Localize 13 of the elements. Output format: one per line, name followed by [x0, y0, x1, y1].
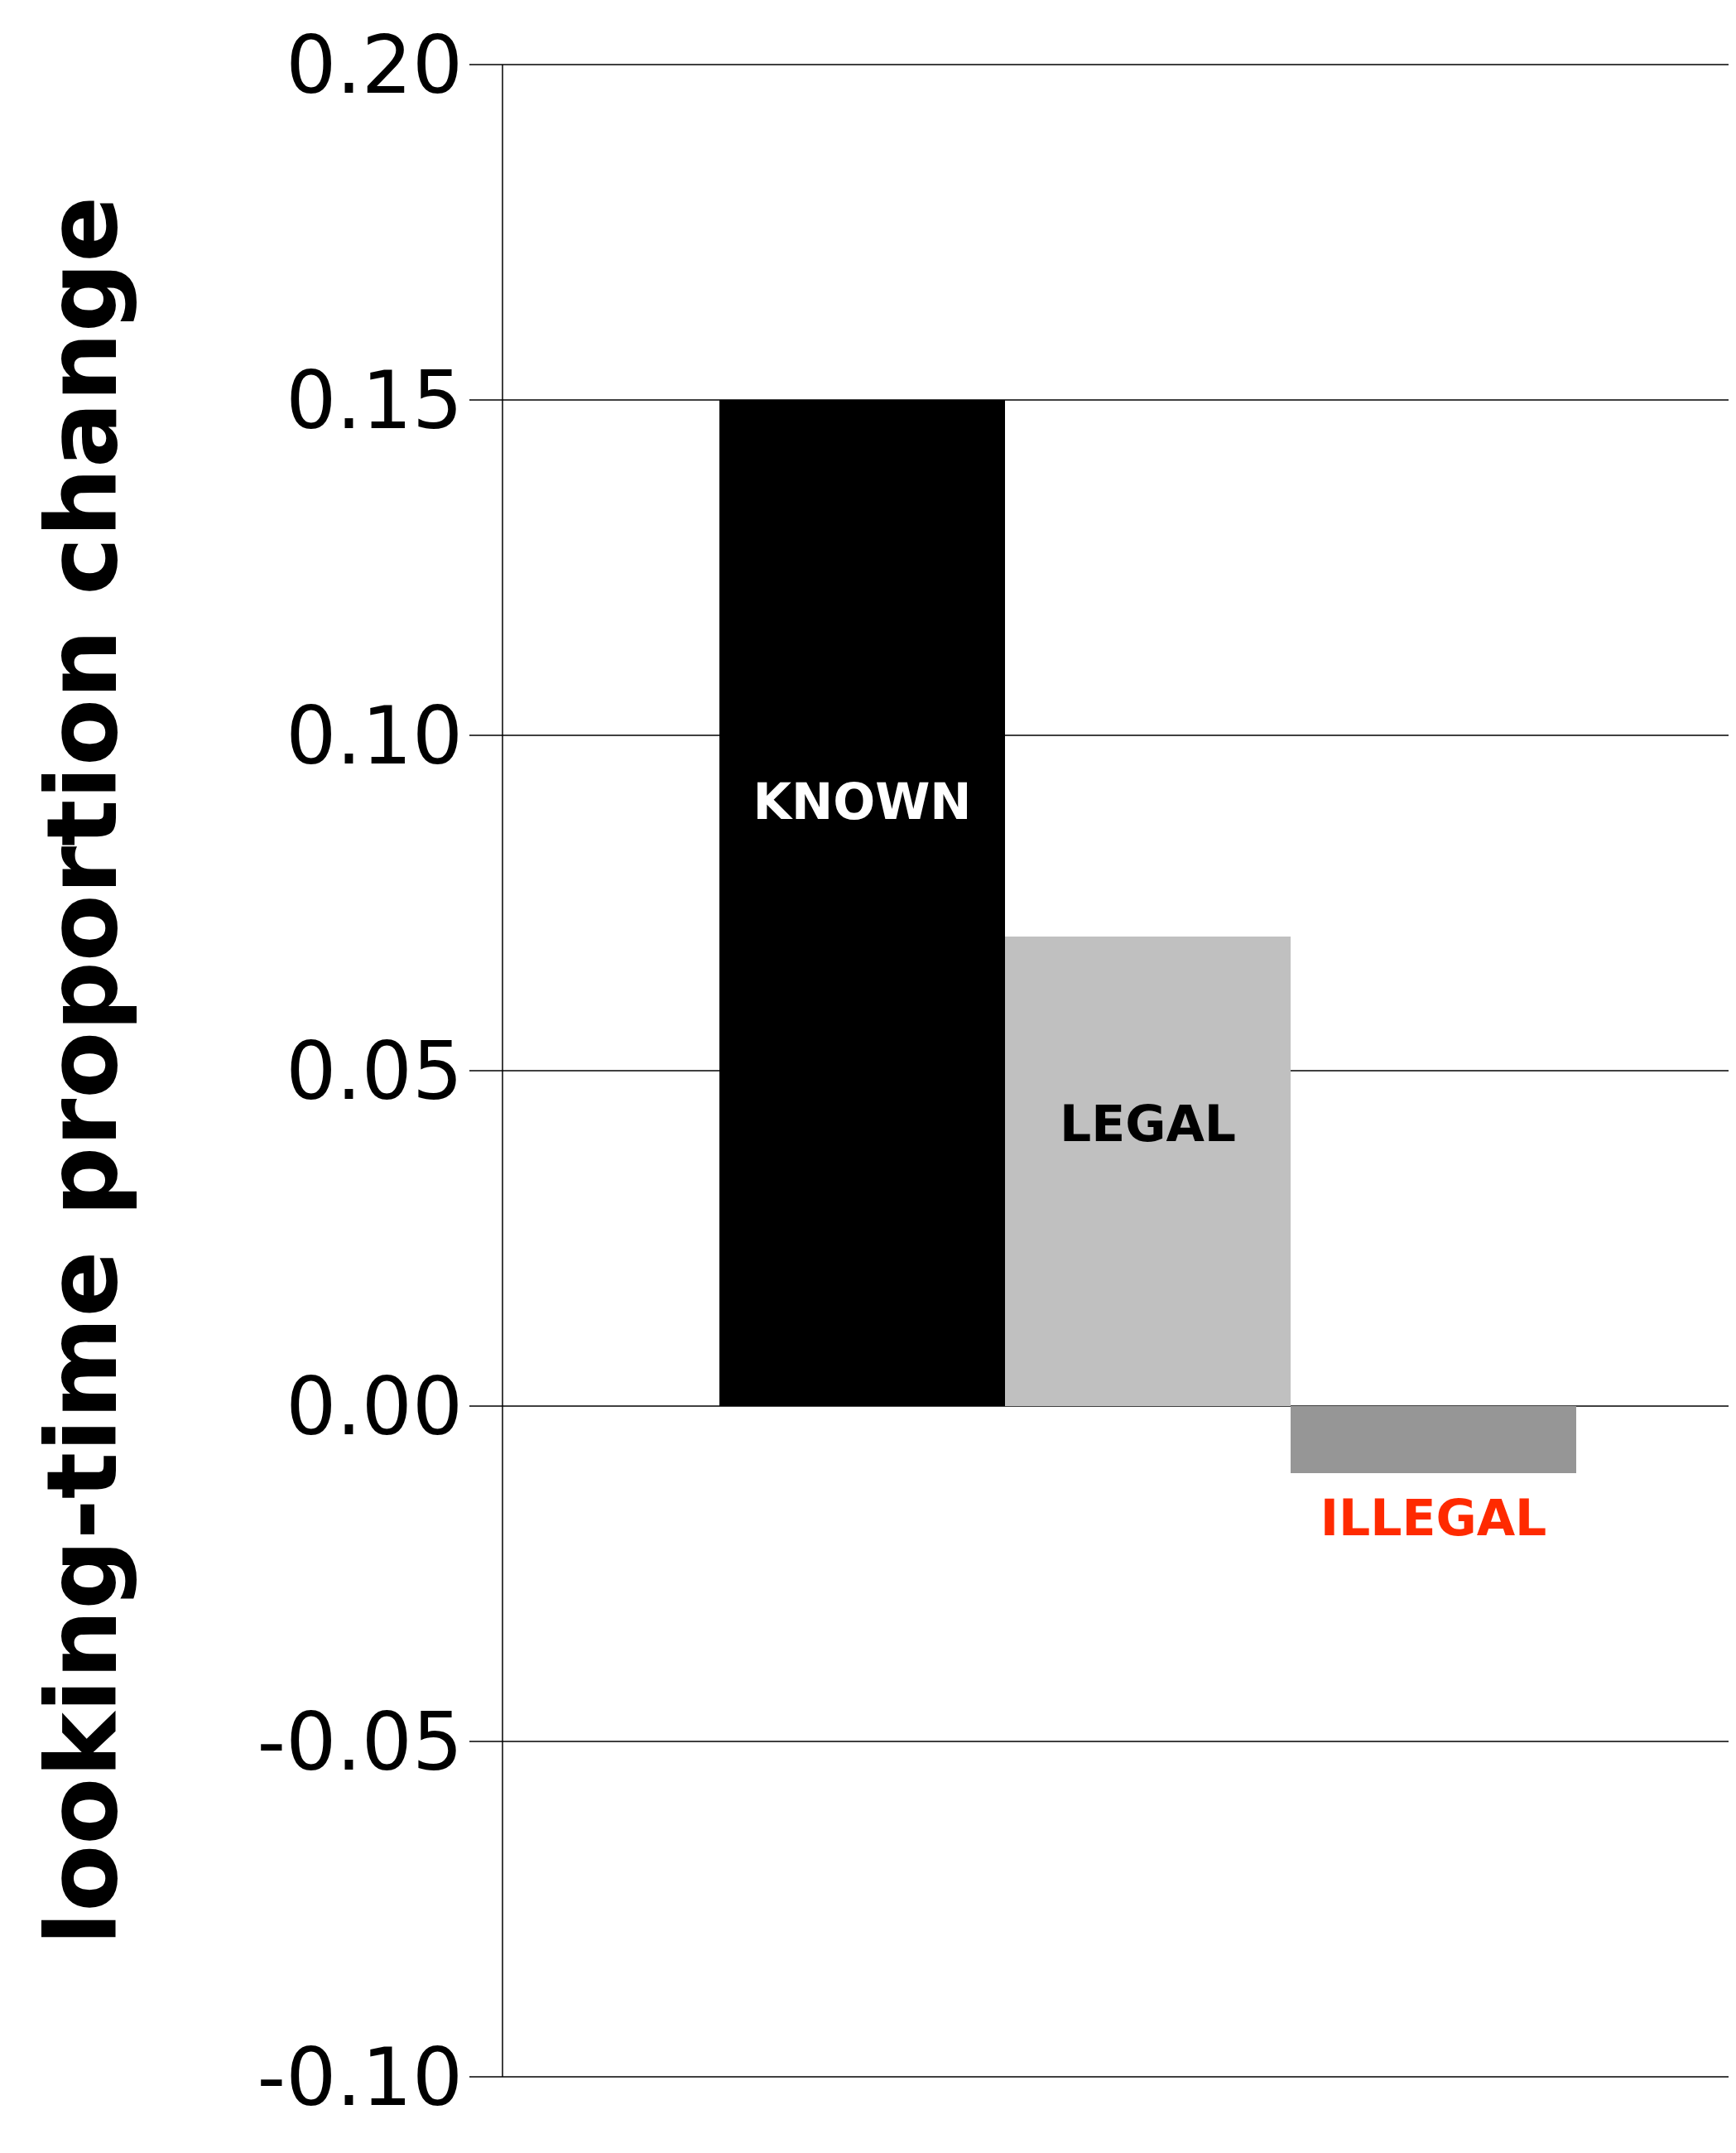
- y-axis-title: looking-time proportion change: [24, 195, 139, 1946]
- x-tick-label: LEGAL: [1059, 1094, 1237, 1153]
- y-tick-label: 0.00: [286, 1361, 463, 1454]
- y-tick-label: 0.15: [286, 354, 463, 448]
- bar: [1291, 1406, 1576, 1473]
- bar: [1005, 937, 1291, 1406]
- x-tick-label: KNOWN: [753, 773, 972, 831]
- y-tick-label: 0.10: [286, 690, 463, 783]
- x-tick-label: ILLEGAL: [1320, 1489, 1547, 1547]
- y-tick-label: 0.05: [286, 1025, 463, 1119]
- y-tick-label: -0.05: [257, 1696, 463, 1789]
- y-tick-label: 0.20: [286, 19, 463, 113]
- y-tick-label: -0.10: [257, 2031, 463, 2125]
